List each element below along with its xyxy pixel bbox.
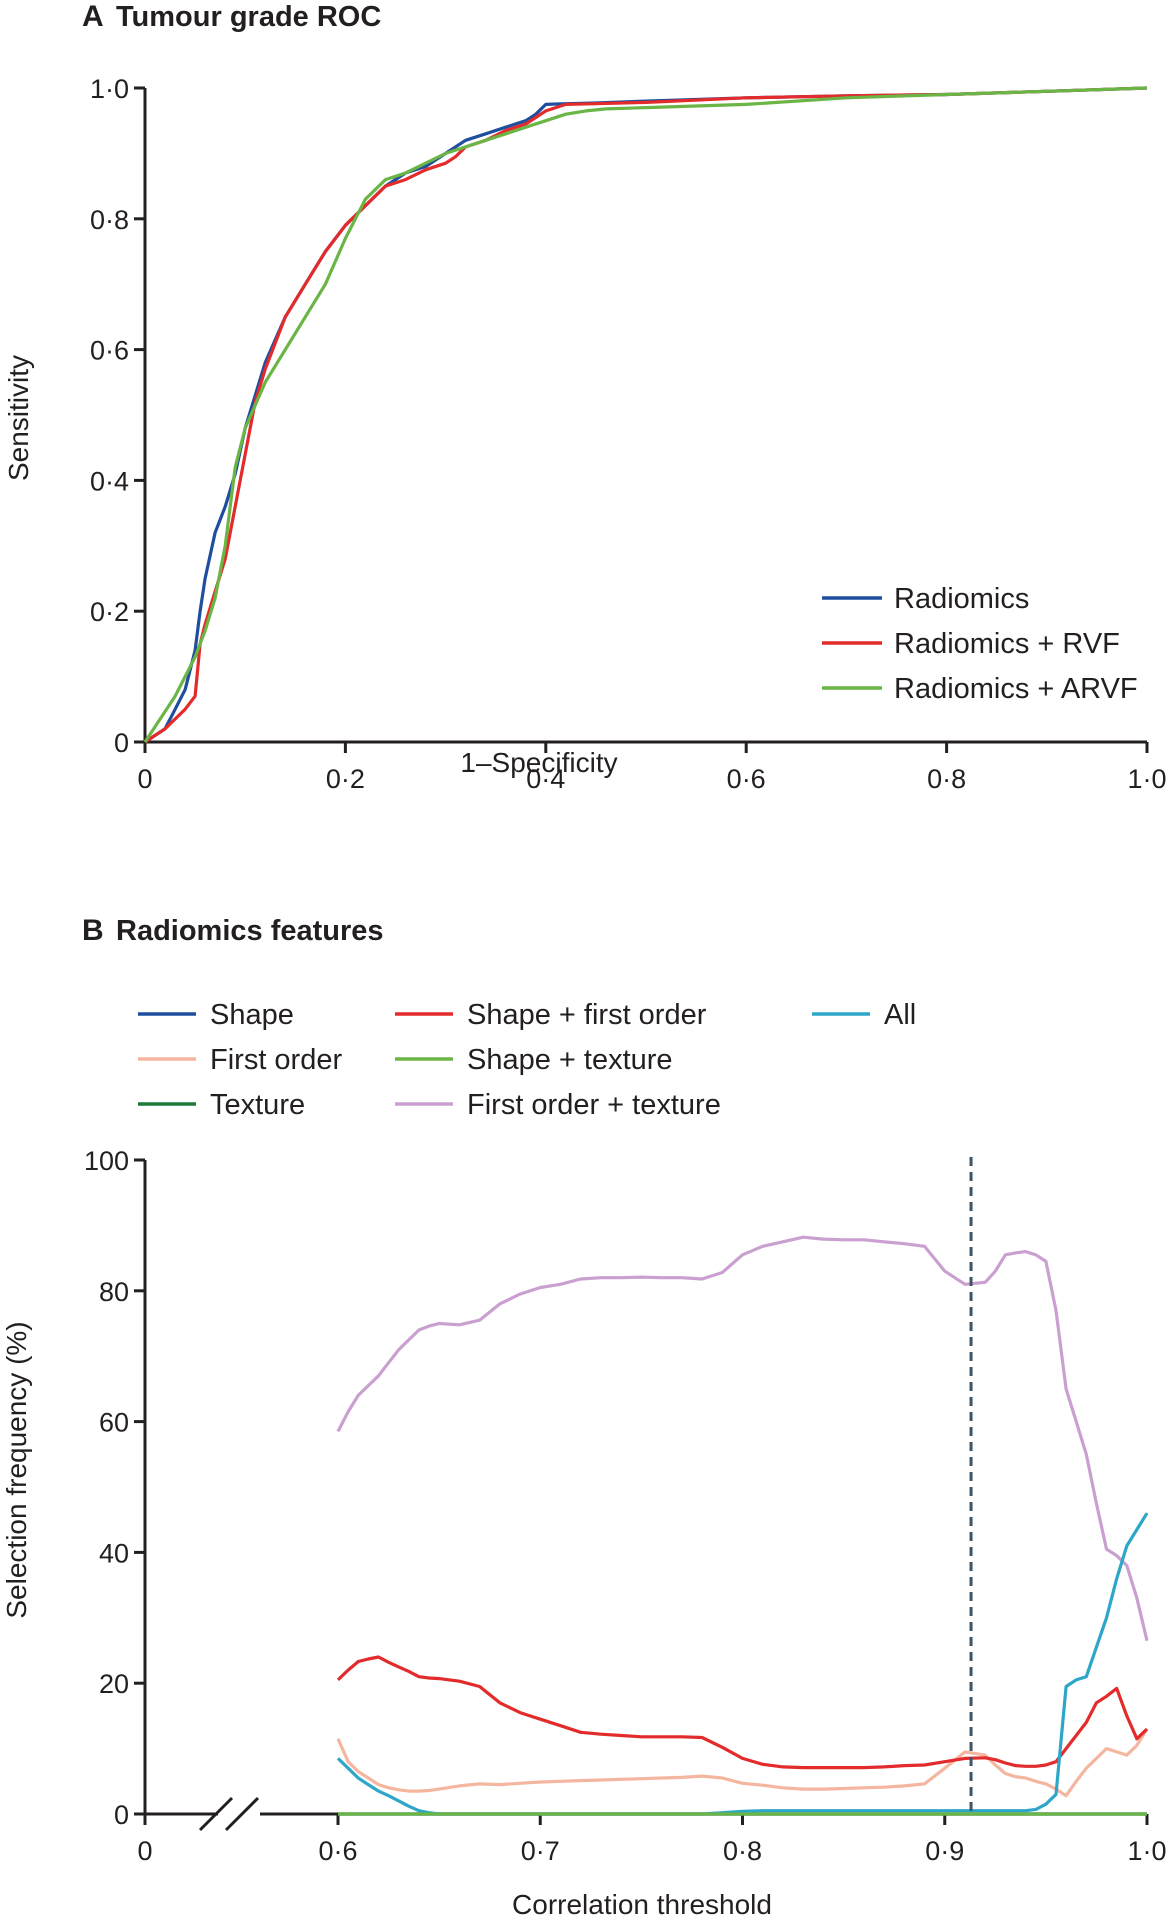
roc-x-tick-label: 1·0 (1127, 764, 1166, 794)
features-y-axis-label: Selection frequency (%) (1, 1321, 32, 1618)
features-legend-label: First order (210, 1044, 342, 1076)
features-legend: Shape First order Texture Shape + first ord… (138, 999, 916, 1121)
axis-break-mark (198, 1796, 234, 1832)
features-y-tick-label: 60 (99, 1408, 129, 1438)
panel-a-title: Tumour grade ROC (116, 1, 381, 33)
features-series-first-order-texture (336, 1235, 1149, 1642)
features-y-tick-label: 80 (99, 1277, 129, 1307)
features-legend-label: Texture (210, 1089, 305, 1121)
axis-break-mark (224, 1796, 260, 1832)
roc-y-tick-label: 0·8 (90, 205, 129, 235)
features-y-tick-label: 0 (114, 1800, 129, 1830)
features-legend-label: Shape + first order (467, 999, 707, 1031)
features-y-tick-label: 40 (99, 1538, 129, 1568)
features-legend-label: All (884, 999, 916, 1031)
features-x-tick-label: 0 (137, 1836, 152, 1866)
roc-x-tick-label: 0·6 (727, 764, 766, 794)
roc-series-radiomics-arvf (143, 86, 1148, 743)
roc-y-axis-label: Sensitivity (3, 355, 34, 481)
features-series (336, 1157, 1149, 1816)
features-chart-svg: B Radiomics features Shape First order Tex… (1, 914, 1167, 1920)
features-x-tick-label: 0·9 (925, 1836, 964, 1866)
roc-x-tick-label: 0·2 (326, 764, 365, 794)
panel-b-letter: B (82, 914, 104, 947)
roc-legend: Radiomics Radiomics + RVF Radiomics + ARVF (822, 583, 1138, 705)
roc-y-tick-label: 1·0 (90, 74, 129, 104)
roc-y-tick-label: 0·6 (90, 336, 129, 366)
features-y-tick-label: 100 (84, 1146, 129, 1176)
features-series-all (336, 1512, 1149, 1816)
roc-legend-label: Radiomics (894, 583, 1029, 615)
roc-x-tick-label: 0·4 (526, 764, 565, 794)
roc-axes: 0 0·2 0·4 0·6 0·8 1·0 0 0·2 0·4 0·6 0·8 1·0 (90, 74, 1167, 794)
roc-x-tick-label: 0·8 (927, 764, 966, 794)
features-y-tick-label: 20 (99, 1669, 129, 1699)
features-legend-label: Shape (210, 999, 294, 1031)
roc-y-tick-label: 0 (114, 728, 129, 758)
roc-y-tick-label: 0·4 (90, 466, 129, 496)
roc-x-axis-label: 1–Specificity (460, 747, 617, 778)
panel-a-letter: A (82, 0, 104, 33)
roc-series (143, 86, 1148, 744)
features-series-first-order (336, 1728, 1149, 1798)
panel-a-roc-chart: A Tumour grade ROC 0 0·2 0·4 0·6 0·8 1·0 0 0·2 0… (0, 0, 1170, 880)
features-x-tick-label: 0·8 (723, 1836, 762, 1866)
features-x-tick-label: 0·7 (521, 1836, 560, 1866)
panel-b-title: Radiomics features (116, 915, 384, 947)
roc-chart-svg: A Tumour grade ROC 00·20·40·60·81·00 0·2 0… (3, 0, 1167, 794)
features-legend-label: Shape + texture (467, 1044, 673, 1076)
features-x-axis-label: Correlation threshold (512, 1889, 772, 1920)
roc-legend-label: Radiomics + ARVF (894, 673, 1138, 705)
roc-x-tick-label: 0 (137, 764, 152, 794)
features-legend-label: First order + texture (467, 1089, 721, 1121)
features-x-tick-label: 0·6 (318, 1836, 357, 1866)
features-series-shape-first-order (336, 1655, 1149, 1770)
roc-y-tick-label: 0·2 (90, 597, 129, 627)
roc-legend-label: Radiomics + RVF (894, 628, 1120, 660)
roc-series-radiomics-rvf (144, 86, 1148, 744)
features-x-tick-label: 1·0 (1127, 1836, 1166, 1866)
panel-b-features-chart: B Radiomics features Shape First order Tex… (0, 900, 1170, 1924)
